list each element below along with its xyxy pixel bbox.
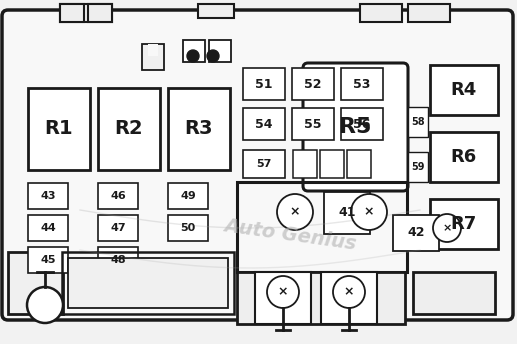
Bar	[60, 4, 112, 22]
Bar	[237, 272, 405, 324]
Text: ×: ×	[290, 205, 300, 218]
Bar	[142, 44, 164, 70]
Text: R1: R1	[44, 119, 73, 139]
Text: 45: 45	[40, 255, 56, 265]
Text: 56: 56	[353, 118, 371, 130]
Text: 54: 54	[255, 118, 273, 130]
Circle shape	[207, 50, 219, 62]
Bar	[413, 272, 495, 314]
Bar	[28, 215, 68, 241]
Bar	[148, 44, 158, 56]
Text: R3: R3	[185, 119, 213, 139]
Circle shape	[27, 287, 63, 323]
FancyBboxPatch shape	[2, 10, 513, 320]
Bar	[8, 252, 63, 314]
Bar	[320, 150, 344, 178]
Bar	[183, 40, 205, 62]
Bar	[237, 182, 407, 272]
Bar	[88, 4, 112, 22]
Bar	[341, 68, 383, 100]
Bar	[209, 40, 231, 62]
Circle shape	[433, 214, 461, 242]
Text: 51: 51	[255, 77, 273, 90]
Bar	[28, 183, 68, 209]
Text: ×: ×	[344, 286, 354, 299]
Bar	[408, 152, 428, 182]
Bar	[408, 4, 450, 22]
Text: 53: 53	[353, 77, 371, 90]
Text: ×: ×	[364, 205, 374, 218]
Bar	[198, 4, 234, 18]
Text: 42: 42	[407, 226, 425, 239]
Circle shape	[277, 194, 313, 230]
Bar	[68, 258, 228, 308]
Bar	[243, 68, 285, 100]
Text: 55: 55	[304, 118, 322, 130]
Bar	[28, 247, 68, 273]
Text: 50: 50	[180, 223, 195, 233]
Bar	[168, 183, 208, 209]
Bar	[68, 258, 228, 308]
Text: 59: 59	[411, 162, 425, 172]
Text: 48: 48	[110, 255, 126, 265]
Text: 41: 41	[338, 206, 356, 219]
Bar	[430, 199, 498, 249]
Text: 49: 49	[180, 191, 196, 201]
Bar	[324, 192, 370, 234]
Circle shape	[351, 194, 387, 230]
Bar	[60, 4, 84, 22]
Text: R6: R6	[451, 148, 477, 166]
Text: 52: 52	[304, 77, 322, 90]
Text: R7: R7	[451, 215, 477, 233]
Circle shape	[267, 276, 299, 308]
Text: ×: ×	[443, 223, 452, 233]
Bar	[347, 150, 371, 178]
Text: 58: 58	[411, 117, 425, 127]
Text: 46: 46	[110, 191, 126, 201]
Bar	[98, 183, 138, 209]
Circle shape	[187, 50, 199, 62]
Bar	[98, 247, 138, 273]
Text: 57: 57	[256, 159, 272, 169]
Bar	[168, 215, 208, 241]
Bar	[292, 68, 334, 100]
Bar	[321, 272, 377, 324]
Bar	[98, 88, 160, 170]
Bar	[243, 108, 285, 140]
Bar	[430, 132, 498, 182]
Bar	[430, 65, 498, 115]
Text: Auto Genius: Auto Genius	[222, 216, 358, 254]
Bar	[408, 107, 428, 137]
Text: 44: 44	[40, 223, 56, 233]
Bar	[360, 4, 402, 22]
Bar	[28, 88, 90, 170]
Bar	[292, 108, 334, 140]
Text: R5: R5	[339, 117, 372, 137]
Circle shape	[333, 276, 365, 308]
Text: 43: 43	[40, 191, 56, 201]
Text: R2: R2	[115, 119, 143, 139]
Bar	[341, 108, 383, 140]
Bar	[98, 215, 138, 241]
Bar	[243, 150, 285, 178]
Bar	[62, 252, 234, 314]
Text: ×: ×	[278, 286, 288, 299]
Bar	[393, 215, 439, 251]
Bar	[168, 88, 230, 170]
FancyBboxPatch shape	[303, 63, 408, 191]
Text: R4: R4	[451, 81, 477, 99]
Bar	[255, 272, 311, 324]
Bar	[293, 150, 317, 178]
Text: 47: 47	[110, 223, 126, 233]
